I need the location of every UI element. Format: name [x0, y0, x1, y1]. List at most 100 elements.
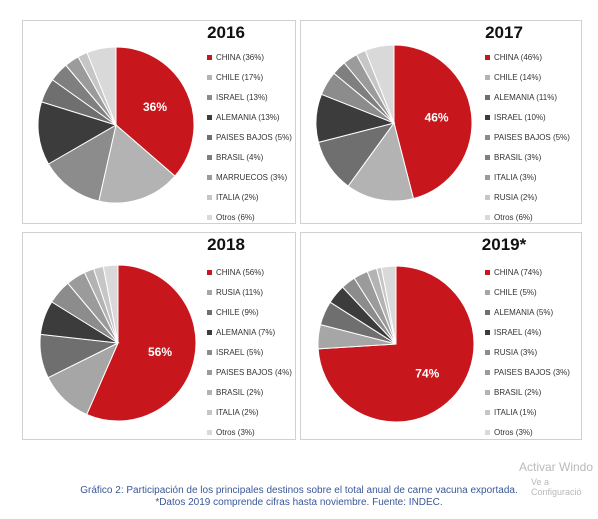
legend-label: ISRAEL (5%) [216, 348, 264, 357]
legend-label: RUSIA (3%) [494, 348, 538, 357]
pie-chart-2016: 36% [37, 46, 195, 204]
legend-label: RUSIA (2%) [494, 193, 538, 202]
legend-item: MARRUECOS (3%) [207, 174, 292, 194]
legend-item: BRASIL (4%) [207, 154, 292, 174]
legend-item: CHINA (36%) [207, 54, 292, 74]
legend-label: CHINA (36%) [216, 53, 265, 62]
legend-label: ALEMANIA (11%) [494, 93, 557, 102]
legend-item: ALEMANIA (11%) [485, 94, 570, 114]
legend-swatch [207, 390, 212, 395]
pie-slice [115, 46, 195, 177]
legend-swatch [485, 135, 490, 140]
legend-item: ITALIA (3%) [485, 174, 570, 194]
legend-label: PAISES BAJOS (4%) [216, 368, 292, 377]
pie-slice [102, 264, 119, 344]
legend-item: ITALIA (2%) [207, 409, 292, 429]
legend-item: CHILE (17%) [207, 74, 292, 94]
legend-item: RUSIA (3%) [485, 349, 570, 369]
legend-swatch [485, 330, 490, 335]
legend-label: CHINA (74%) [494, 268, 543, 277]
legend-swatch [485, 310, 490, 315]
slice-data-label: 74% [415, 366, 439, 380]
legend-swatch [485, 370, 490, 375]
slice-data-label: 46% [425, 111, 449, 125]
legend-swatch [207, 350, 212, 355]
legend-item: ISRAEL (4%) [485, 329, 570, 349]
legend-item: Otros (6%) [485, 214, 570, 234]
legend-swatch [485, 155, 490, 160]
legend-label: BRASIL (3%) [494, 153, 542, 162]
figure-caption: Gráfico 2: Participación de los principa… [80, 485, 518, 496]
legend-swatch [485, 430, 490, 435]
legend-label: ITALIA (2%) [216, 408, 259, 417]
legend-item: CHILE (5%) [485, 289, 570, 309]
legend-label: ISRAEL (4%) [494, 328, 542, 337]
legend-label: CHINA (46%) [494, 53, 543, 62]
chart-title: 2018 [207, 235, 245, 254]
legend-swatch [207, 155, 212, 160]
figure-note: *Datos 2019 comprende cifras hasta novie… [155, 497, 443, 508]
chart-title: 2019* [481, 235, 527, 254]
legend-item: Otros (3%) [485, 429, 570, 449]
legend-item: CHILE (14%) [485, 74, 570, 94]
legend-swatch [207, 215, 212, 220]
legend-label: CHINA (56%) [216, 268, 265, 277]
legend-2019: CHINA (74%) CHILE (5%) ALEMANIA (5%) ISRAEL… [485, 269, 570, 449]
legend-label: ITALIA (1%) [494, 408, 537, 417]
legend-swatch [207, 115, 212, 120]
legend-label: Otros (6%) [494, 213, 533, 222]
legend-label: ITALIA (3%) [494, 173, 537, 182]
legend-item: PAISES BAJOS (5%) [485, 134, 570, 154]
legend-swatch [207, 75, 212, 80]
legend-swatch [207, 135, 212, 140]
chart-title: 2017 [485, 23, 523, 42]
legend-swatch [485, 55, 490, 60]
legend-label: PAISES BAJOS (5%) [494, 133, 570, 142]
pie-slice [86, 46, 117, 126]
pie-panel-2018: 2018 56% CHINA (56%) RUSIA (11%) CHILE (9%… [22, 232, 296, 440]
legend-label: Otros (3%) [216, 428, 255, 437]
legend-item: PAISES BAJOS (5%) [207, 134, 292, 154]
legend-swatch [207, 430, 212, 435]
pie-panel-2017: 2017 46% CHINA (46%) CHILE (14%) ALEMANIA … [300, 20, 582, 224]
legend-label: ALEMANIA (7%) [216, 328, 276, 337]
legend-swatch [485, 195, 490, 200]
legend-2017: CHINA (46%) CHILE (14%) ALEMANIA (11%) ISRA… [485, 54, 570, 234]
legend-item: ISRAEL (5%) [207, 349, 292, 369]
pie-chart-2019: 74% [317, 265, 475, 423]
pie-slice [364, 44, 395, 124]
legend-item: RUSIA (11%) [207, 289, 292, 309]
legend-swatch [207, 290, 212, 295]
pie-slice [37, 101, 118, 165]
legend-swatch [485, 175, 490, 180]
legend-label: Otros (6%) [216, 213, 255, 222]
slice-data-label: 36% [143, 100, 167, 114]
pie-slice [98, 124, 176, 204]
legend-swatch [485, 215, 490, 220]
legend-item: CHILE (9%) [207, 309, 292, 329]
legend-label: CHILE (14%) [494, 73, 542, 82]
pie-slice [393, 44, 473, 200]
legend-item: ALEMANIA (13%) [207, 114, 292, 134]
pie-slice [380, 265, 397, 345]
activation-watermark-title: Activar Windo [519, 460, 594, 474]
legend-item: CHINA (74%) [485, 269, 570, 289]
legend-swatch [485, 290, 490, 295]
legend-swatch [485, 95, 490, 100]
legend-item: RUSIA (2%) [485, 194, 570, 214]
legend-item: Otros (6%) [207, 214, 292, 234]
slice-data-label: 56% [148, 345, 172, 359]
pie-panel-2019: 2019* 74% CHINA (74%) CHILE (5%) ALEMANIA … [300, 232, 582, 440]
legend-swatch [207, 195, 212, 200]
legend-label: CHILE (5%) [494, 288, 537, 297]
legend-item: BRASIL (3%) [485, 154, 570, 174]
legend-label: Otros (3%) [494, 428, 533, 437]
pie-chart-2017: 46% [315, 44, 473, 202]
legend-item: ITALIA (1%) [485, 409, 570, 429]
legend-label: CHILE (17%) [216, 73, 264, 82]
legend-label: ALEMANIA (13%) [216, 113, 280, 122]
legend-item: CHINA (56%) [207, 269, 292, 289]
pie-chart-2018: 56% [39, 264, 197, 422]
legend-item: BRASIL (2%) [207, 389, 292, 409]
legend-item: PAISES BAJOS (4%) [207, 369, 292, 389]
